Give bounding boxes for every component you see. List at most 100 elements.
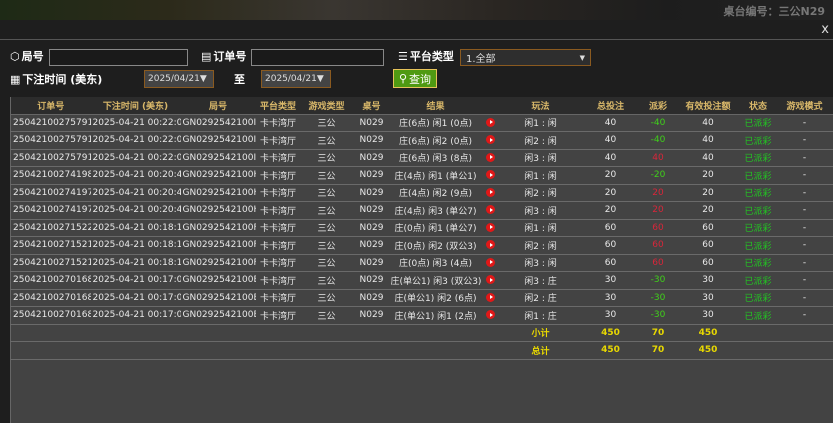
date-from-value: 2025/04/21	[148, 74, 200, 84]
play-button-cell[interactable]	[480, 289, 501, 307]
spacer	[10, 324, 501, 342]
round-input[interactable]	[49, 49, 188, 66]
table-id-cell: N029	[352, 306, 391, 325]
play-button-cell[interactable]	[480, 236, 501, 255]
play-video-icon[interactable]	[486, 240, 495, 250]
bet-type-cell: 闲3 : 闲	[500, 149, 581, 167]
close-button[interactable]: x	[821, 22, 829, 37]
order-input[interactable]	[251, 49, 384, 66]
dropdown-arrow-icon: ▼	[316, 74, 324, 84]
round-id-cell: GN0292542100F	[180, 254, 256, 272]
play-button-cell[interactable]	[480, 114, 501, 132]
dropdown-arrow-icon: ▼	[579, 53, 585, 62]
column-header: 下注时间 (美东)	[90, 97, 181, 115]
table-row: 250421002757912 2025-04-21 00:22:01 GN0292…	[10, 131, 833, 150]
total-bet-cell: 30	[580, 289, 641, 307]
play-button-cell[interactable]	[480, 201, 501, 220]
list-icon: ☰	[398, 49, 408, 63]
platform-value: 1.全部	[466, 54, 496, 65]
play-button-cell[interactable]	[480, 149, 501, 167]
play-video-icon[interactable]	[486, 205, 495, 215]
total-bet-cell: 30	[580, 271, 641, 290]
round-id-cell: GN0292542100F	[180, 236, 256, 255]
table-id-cell: N029	[352, 271, 391, 290]
game-type-cell: 三公	[300, 306, 353, 325]
game-type-cell: 三公	[300, 201, 353, 220]
round-id-cell: GN0292542100H	[180, 201, 256, 220]
order-id-cell: 250421002741980	[10, 166, 91, 185]
play-button-cell[interactable]	[480, 184, 501, 202]
play-button-cell[interactable]	[480, 166, 501, 185]
result-cell: 庄(单公1) 闲2 (6点)	[390, 289, 481, 307]
spacer	[740, 341, 833, 360]
game-mode-cell: -	[775, 254, 833, 272]
platform-cell: 卡卡湾厅	[255, 254, 301, 272]
play-video-icon[interactable]	[486, 292, 495, 302]
play-video-icon[interactable]	[486, 117, 495, 127]
play-video-icon[interactable]	[486, 275, 495, 285]
grandtotal-total-bet: 450	[580, 341, 641, 360]
date-from-picker[interactable]: 2025/04/21▼	[144, 70, 214, 88]
play-video-icon[interactable]	[486, 187, 495, 197]
column-header: 订单号	[10, 97, 91, 115]
valid-bet-cell: 40	[675, 114, 741, 132]
total-bet-cell: 40	[580, 149, 641, 167]
game-type-cell: 三公	[300, 254, 353, 272]
game-type-cell: 三公	[300, 184, 353, 202]
bet-time-cell: 2025-04-21 00:22:01	[90, 114, 181, 132]
valid-bet-cell: 30	[675, 271, 741, 290]
play-video-icon[interactable]	[486, 135, 495, 145]
valid-bet-cell: 20	[675, 184, 741, 202]
play-video-icon[interactable]	[486, 310, 495, 320]
play-video-icon[interactable]	[486, 152, 495, 162]
status-cell: 已派彩	[740, 271, 776, 290]
column-header: 游戏类型	[300, 97, 353, 115]
play-video-icon[interactable]	[486, 222, 495, 232]
platform-cell: 卡卡湾厅	[255, 271, 301, 290]
play-button-cell[interactable]	[480, 219, 501, 237]
platform-select[interactable]: 1.全部 ▼	[460, 49, 591, 66]
subtotal-label: 小计	[500, 324, 581, 342]
game-type-cell: 三公	[300, 149, 353, 167]
payout-cell: -30	[640, 306, 676, 325]
platform-cell: 卡卡湾厅	[255, 131, 301, 150]
order-id-cell: 250421002757912	[10, 131, 91, 150]
play-button-cell[interactable]	[480, 254, 501, 272]
query-button[interactable]: ⚲ 查询	[393, 69, 437, 88]
play-video-icon[interactable]	[486, 170, 495, 180]
table-row: 250421002741980 2025-04-21 00:20:42 GN0292…	[10, 166, 833, 185]
valid-bet-cell: 40	[675, 131, 741, 150]
bet-type-cell: 闲1 : 闲	[500, 114, 581, 132]
bet-type-cell: 闲3 : 闲	[500, 201, 581, 220]
column-header: 状态	[740, 97, 776, 115]
play-button-cell[interactable]	[480, 131, 501, 150]
game-mode-cell: -	[775, 166, 833, 185]
table-row: 250421002741979 2025-04-21 00:20:42 GN0292…	[10, 184, 833, 202]
to-label: 至	[234, 73, 245, 86]
table-row: 250421002715218 2025-04-21 00:18:17 GN0292…	[10, 254, 833, 272]
grandtotal-payout: 70	[640, 341, 676, 360]
date-to-picker[interactable]: 2025/04/21▼	[261, 70, 331, 88]
bet-time-cell: 2025-04-21 00:18:17	[90, 236, 181, 255]
column-header: 桌号	[352, 97, 391, 115]
table-id-cell: N029	[352, 254, 391, 272]
result-cell: 庄(6点) 闲2 (0点)	[390, 131, 481, 150]
valid-bet-cell: 30	[675, 306, 741, 325]
query-label: 查询	[409, 72, 432, 86]
play-button-cell[interactable]	[480, 271, 501, 290]
bet-time-cell: 2025-04-21 00:17:00	[90, 306, 181, 325]
total-bet-cell: 20	[580, 166, 641, 185]
table-header: 订单号 下注时间 (美东) 局号 平台类型 游戏类型 桌号 结果 玩法 总投注 派彩 有效投注额 状态…	[10, 97, 833, 115]
play-video-icon[interactable]	[486, 257, 495, 267]
order-id-cell: 250421002701683	[10, 271, 91, 290]
game-type-cell: 三公	[300, 166, 353, 185]
game-mode-cell: -	[775, 184, 833, 202]
play-button-cell[interactable]	[480, 306, 501, 325]
round-id-cell: GN0292542100I	[180, 149, 256, 167]
column-header: 局号	[180, 97, 256, 115]
total-bet-cell: 60	[580, 236, 641, 255]
platform-cell: 卡卡湾厅	[255, 201, 301, 220]
game-type-cell: 三公	[300, 236, 353, 255]
round-id-cell: GN0292542100H	[180, 184, 256, 202]
total-bet-cell: 20	[580, 184, 641, 202]
